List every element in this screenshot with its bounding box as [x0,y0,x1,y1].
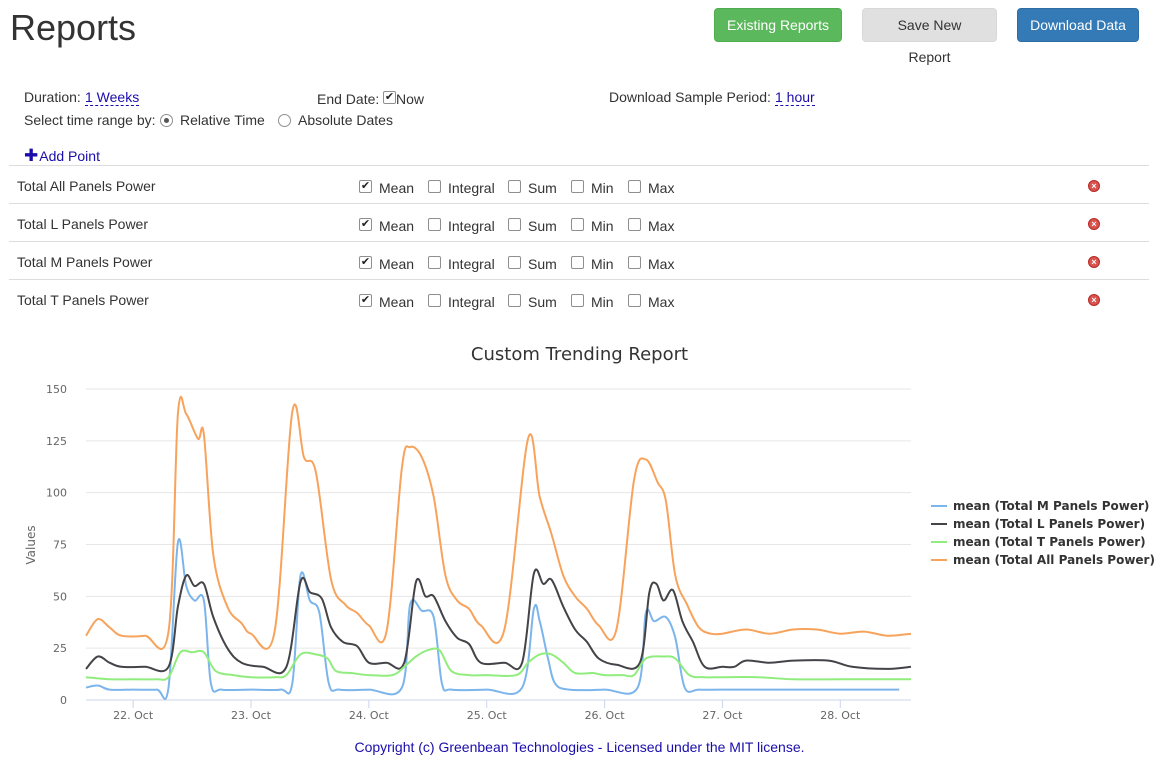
download-data-button[interactable]: Download Data [1017,8,1139,42]
mean-checkbox[interactable]: ✔ [359,180,372,193]
chart-title: Custom Trending Report [470,344,689,365]
series-line-1 [85,568,912,675]
duration-label: Duration: [24,89,81,105]
legend-item[interactable]: mean (Total L Panels Power) [953,517,1145,531]
min-checkbox[interactable] [571,180,584,193]
max-label: Max [648,256,675,272]
sum-checkbox[interactable] [508,294,521,307]
relative-time-radio[interactable] [160,114,173,127]
series-line-3 [85,395,912,650]
point-row: Total All Panels Power ✔ Mean Integral Sum Mi… [9,165,1149,203]
y-tick-label: 50 [53,590,67,603]
x-tick-label: 23. Oct [231,709,272,722]
x-tick-label: 27. Oct [702,709,743,722]
legend-item[interactable]: mean (Total T Panels Power) [953,535,1146,549]
sum-checkbox[interactable] [508,218,521,231]
series-line-0 [85,538,900,700]
point-row: Total L Panels Power ✔ Mean Integral Sum Min M… [9,203,1149,241]
max-label: Max [648,180,675,196]
x-tick-label: 25. Oct [467,709,508,722]
max-label: Max [648,218,675,234]
point-row: Total M Panels Power ✔ Mean Integral Sum Min M… [9,241,1149,279]
trend-chart: 0 25 50 75 100 125 150 22. Oct 23. Oct 24. Oct 25.… [24,383,1155,722]
page-title: Reports [10,7,137,48]
y-tick-label: 25 [53,642,67,655]
integral-label: Integral [448,256,495,272]
y-axis-label: Values [24,525,38,564]
integral-label: Integral [448,294,495,310]
mean-checkbox[interactable]: ✔ [359,294,372,307]
duration-link[interactable]: 1 Weeks [85,89,140,106]
footer-license-link[interactable]: Copyright (c) Greenbean Technologies - L… [354,739,805,755]
remove-point-icon[interactable]: × [1088,218,1100,230]
x-tick-label: 26. Oct [585,709,626,722]
integral-checkbox[interactable] [428,294,441,307]
point-row: Total T Panels Power ✔ Mean Integral Sum Min M… [9,279,1149,317]
sum-checkbox[interactable] [508,180,521,193]
point-name: Total All Panels Power [17,178,156,194]
mean-label: Mean [379,218,415,234]
min-label: Min [591,218,614,234]
end-date-label: End Date: [317,91,380,107]
mean-label: Mean [379,180,415,196]
add-point-button[interactable]: ✚Add Point [24,146,100,166]
max-checkbox[interactable] [628,256,641,269]
sample-period-label: Download Sample Period: [609,89,771,105]
x-tick-label: 22. Oct [113,709,154,722]
y-tick-label: 75 [53,539,67,552]
remove-point-icon[interactable]: × [1088,180,1100,192]
legend-item[interactable]: mean (Total M Panels Power) [953,499,1149,513]
time-range-label: Select time range by: [24,112,156,128]
integral-label: Integral [448,218,495,234]
integral-checkbox[interactable] [428,256,441,269]
y-tick-label: 125 [46,435,67,448]
plus-icon: ✚ [24,146,39,165]
max-label: Max [648,294,675,310]
y-tick-label: 0 [60,694,67,707]
integral-label: Integral [448,180,495,196]
point-name: Total L Panels Power [17,216,148,232]
absolute-dates-label: Absolute Dates [298,112,393,128]
min-checkbox[interactable] [571,218,584,231]
min-checkbox[interactable] [571,256,584,269]
max-checkbox[interactable] [628,294,641,307]
mean-checkbox[interactable]: ✔ [359,218,372,231]
save-new-report-button[interactable]: Save New Report [862,8,997,65]
min-label: Min [591,294,614,310]
existing-reports-button[interactable]: Existing Reports [714,8,842,42]
mean-label: Mean [379,256,415,272]
end-date-now-checkbox[interactable]: ✔ [383,91,396,104]
absolute-dates-radio[interactable] [278,114,291,127]
integral-checkbox[interactable] [428,180,441,193]
min-label: Min [591,256,614,272]
y-tick-label: 150 [46,383,67,396]
x-tick-label: 28. Oct [820,709,861,722]
sum-label: Sum [528,256,557,272]
mean-label: Mean [379,294,415,310]
max-checkbox[interactable] [628,180,641,193]
sample-period-link[interactable]: 1 hour [775,89,815,106]
legend-item[interactable]: mean (Total All Panels Power) [953,553,1155,567]
x-tick-label: 24. Oct [349,709,390,722]
sum-checkbox[interactable] [508,256,521,269]
series-line-2 [85,647,911,681]
integral-checkbox[interactable] [428,218,441,231]
relative-time-label: Relative Time [180,112,265,128]
min-checkbox[interactable] [571,294,584,307]
max-checkbox[interactable] [628,218,641,231]
sum-label: Sum [528,180,557,196]
point-name: Total T Panels Power [17,292,149,308]
end-date-now-label: Now [396,91,425,107]
y-tick-label: 100 [46,487,67,500]
sum-label: Sum [528,294,557,310]
add-point-label: Add Point [39,148,100,164]
sum-label: Sum [528,218,557,234]
remove-point-icon[interactable]: × [1088,294,1100,306]
remove-point-icon[interactable]: × [1088,256,1100,268]
point-name: Total M Panels Power [17,254,153,270]
min-label: Min [591,180,614,196]
mean-checkbox[interactable]: ✔ [359,256,372,269]
